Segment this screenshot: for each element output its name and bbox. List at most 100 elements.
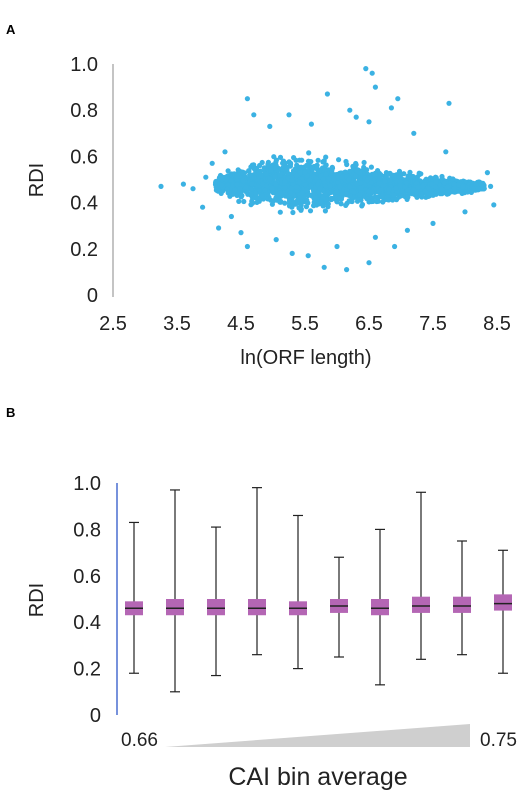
- scatter-point: [439, 187, 445, 193]
- scatter-point: [241, 198, 247, 205]
- box-x-axis-label: CAI bin average: [228, 763, 407, 791]
- scatter-point: [372, 194, 378, 200]
- scatter-point: [239, 170, 245, 176]
- box-iqr: [166, 599, 184, 616]
- scatter-point: [353, 160, 359, 167]
- scatter-point: [269, 185, 275, 191]
- scatter-point: [289, 177, 295, 183]
- box-y-ticks: 0 0.2 0.4 0.6 0.8 1.0: [73, 473, 101, 727]
- scatter-point: [359, 201, 366, 208]
- scatter-point: [238, 230, 244, 236]
- scatter-point: [237, 186, 243, 192]
- scatter-point: [234, 173, 240, 179]
- scatter-point: [268, 197, 274, 203]
- scatter-point: [396, 168, 403, 174]
- scatter-point: [343, 202, 349, 208]
- box-item: [453, 540, 471, 656]
- scatter-y-tick-label: 0.6: [70, 146, 98, 168]
- box-y-tick-label: 0.6: [73, 566, 101, 588]
- scatter-point: [443, 149, 449, 155]
- scatter-point: [282, 200, 288, 206]
- scatter-point: [240, 178, 246, 184]
- scatter-point: [315, 181, 321, 187]
- box-item: [248, 487, 266, 656]
- scatter-point: [293, 184, 300, 190]
- scatter-point: [263, 171, 269, 177]
- scatter-point: [298, 164, 304, 170]
- scatter-point: [257, 162, 263, 169]
- scatter-point: [277, 172, 283, 178]
- scatter-point: [246, 168, 252, 174]
- scatter-point: [462, 209, 468, 215]
- scatter-y-tick-label: 0.8: [70, 100, 98, 122]
- scatter-point: [224, 175, 230, 182]
- scatter-point: [433, 179, 439, 185]
- scatter-point: [158, 183, 164, 189]
- scatter-point: [248, 172, 254, 178]
- scatter-point: [481, 186, 487, 192]
- scatter-point: [269, 201, 275, 207]
- scatter-point: [273, 237, 279, 243]
- panel-b-label: B: [6, 405, 16, 420]
- scatter-point: [312, 195, 318, 201]
- scatter-y-ticks: 0 0.2 0.4 0.6 0.8 1.0: [70, 54, 98, 307]
- scatter-point: [258, 173, 264, 179]
- scatter-point: [450, 176, 456, 182]
- scatter-chart: 0 0.2 0.4 0.6 0.8 1.0 2.5 3.5 4.5 5.5 6.5 7.5 8.5 l…: [26, 54, 511, 369]
- scatter-point: [427, 175, 434, 181]
- scatter-point: [397, 178, 403, 184]
- scatter-point: [289, 185, 295, 191]
- scatter-point: [324, 91, 330, 97]
- scatter-point: [249, 200, 256, 206]
- scatter-point: [317, 185, 323, 192]
- scatter-point: [316, 189, 322, 195]
- scatter-y-tick-label: 0.2: [70, 239, 98, 261]
- scatter-x-tick-label: 2.5: [99, 313, 127, 335]
- scatter-point: [252, 190, 259, 196]
- scatter-point: [322, 208, 328, 214]
- scatter-point: [337, 195, 343, 201]
- scatter-point: [379, 193, 385, 199]
- scatter-point: [290, 209, 296, 216]
- scatter-point: [292, 166, 298, 172]
- scatter-point: [358, 185, 364, 191]
- scatter-point: [315, 157, 321, 163]
- scatter-point: [251, 166, 257, 172]
- scatter-point: [432, 184, 439, 190]
- scatter-point: [398, 193, 404, 199]
- scatter-point: [353, 173, 359, 179]
- scatter-y-tick-label: 1.0: [70, 54, 98, 76]
- scatter-point: [284, 166, 290, 172]
- box-iqr: [494, 594, 512, 611]
- scatter-point: [298, 194, 304, 200]
- scatter-point: [388, 105, 394, 111]
- scatter-point: [372, 84, 378, 90]
- scatter-point: [228, 177, 234, 183]
- box-y-tick-label: 0.4: [73, 612, 101, 634]
- scatter-point: [386, 186, 392, 193]
- scatter-point: [321, 264, 327, 270]
- scatter-point: [219, 182, 225, 188]
- scatter-point: [361, 159, 367, 166]
- scatter-point: [328, 189, 334, 195]
- scatter-point: [203, 174, 209, 180]
- panel-a-label: A: [6, 22, 16, 37]
- scatter-point: [430, 220, 436, 226]
- scatter-point: [475, 186, 481, 192]
- scatter-point: [346, 198, 352, 204]
- scatter-point: [405, 194, 411, 200]
- scatter-point: [308, 121, 314, 127]
- scatter-point: [455, 182, 462, 188]
- scatter-point: [263, 183, 270, 189]
- scatter-point: [411, 130, 417, 136]
- scatter-x-tick-label: 5.5: [291, 313, 319, 335]
- scatter-point: [222, 149, 228, 155]
- scatter-point: [426, 186, 432, 192]
- scatter-point: [273, 157, 279, 163]
- scatter-point: [366, 260, 372, 266]
- scatter-point: [347, 193, 353, 199]
- scatter-point: [237, 190, 243, 196]
- scatter-point: [213, 187, 219, 193]
- scatter-point: [314, 162, 320, 168]
- box-iqr: [207, 599, 225, 616]
